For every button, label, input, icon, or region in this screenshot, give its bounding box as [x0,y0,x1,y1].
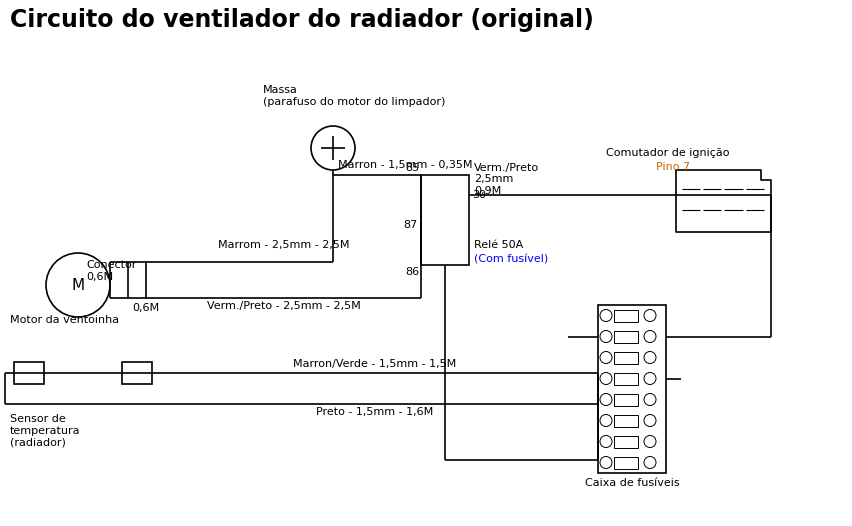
Text: Massa
(parafuso do motor do limpador): Massa (parafuso do motor do limpador) [263,85,446,107]
Bar [614,393,638,406]
Text: 87: 87 [404,219,418,229]
Text: 0,6M: 0,6M [132,303,159,313]
Bar [598,305,666,473]
Text: Conector
0,6M: Conector 0,6M [86,260,136,281]
Text: Caixa de fusíveis: Caixa de fusíveis [584,478,679,488]
Bar [122,362,152,384]
Text: Motor da ventoinha: Motor da ventoinha [10,315,119,325]
Text: Comutador de ignição: Comutador de ignição [606,148,729,158]
Bar [614,436,638,448]
Text: Pino 7: Pino 7 [656,162,690,172]
Text: Circuito do ventilador do radiador (original): Circuito do ventilador do radiador (orig… [10,8,594,32]
Text: Marrom - 2,5mm - 2,5M: Marrom - 2,5mm - 2,5M [218,240,349,250]
Text: Verm./Preto
2,5mm
0,9M: Verm./Preto 2,5mm 0,9M [474,163,539,196]
Text: (Com fusível): (Com fusível) [474,254,548,264]
Bar [614,372,638,385]
Bar [14,362,44,384]
Bar [614,351,638,363]
Bar [614,457,638,469]
Bar [421,175,469,265]
Bar [128,262,146,298]
Text: 86: 86 [405,267,419,277]
Text: Verm./Preto - 2,5mm - 2,5M: Verm./Preto - 2,5mm - 2,5M [207,301,360,311]
Text: Sensor de
temperatura
(radiador): Sensor de temperatura (radiador) [10,414,80,447]
Text: Marron - 1,5mm - 0,35M: Marron - 1,5mm - 0,35M [338,160,473,170]
Text: M: M [72,278,84,292]
Bar [614,414,638,427]
Bar [614,309,638,321]
Text: 30: 30 [472,190,486,200]
Bar [614,330,638,342]
Text: Marron/Verde - 1,5mm - 1,5M: Marron/Verde - 1,5mm - 1,5M [293,359,457,369]
Text: 85: 85 [405,163,419,173]
Text: Relé 50A: Relé 50A [474,240,523,250]
Text: Preto - 1,5mm - 1,6M: Preto - 1,5mm - 1,6M [316,407,434,417]
